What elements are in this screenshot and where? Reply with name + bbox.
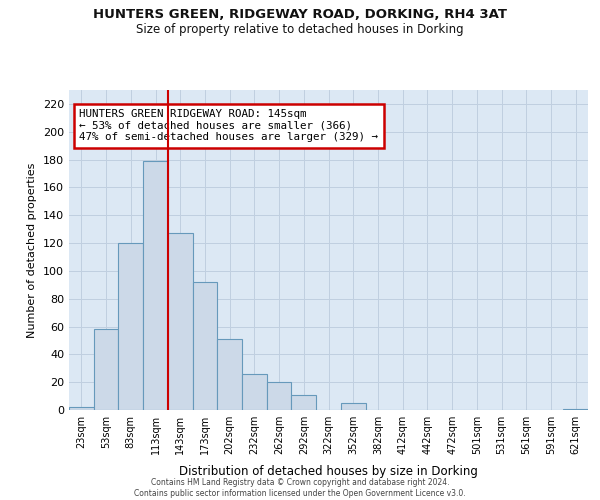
Bar bbox=[217, 339, 242, 410]
X-axis label: Distribution of detached houses by size in Dorking: Distribution of detached houses by size … bbox=[179, 466, 478, 478]
Bar bbox=[94, 330, 118, 410]
Bar bbox=[242, 374, 267, 410]
Bar bbox=[341, 403, 365, 410]
Bar bbox=[118, 243, 143, 410]
Bar bbox=[143, 161, 168, 410]
Bar bbox=[292, 394, 316, 410]
Text: HUNTERS GREEN RIDGEWAY ROAD: 145sqm
← 53% of detached houses are smaller (366)
4: HUNTERS GREEN RIDGEWAY ROAD: 145sqm ← 53… bbox=[79, 109, 379, 142]
Bar bbox=[563, 408, 588, 410]
Bar bbox=[267, 382, 292, 410]
Text: Size of property relative to detached houses in Dorking: Size of property relative to detached ho… bbox=[136, 22, 464, 36]
Text: HUNTERS GREEN, RIDGEWAY ROAD, DORKING, RH4 3AT: HUNTERS GREEN, RIDGEWAY ROAD, DORKING, R… bbox=[93, 8, 507, 20]
Bar bbox=[168, 234, 193, 410]
Y-axis label: Number of detached properties: Number of detached properties bbox=[28, 162, 37, 338]
Text: Contains HM Land Registry data © Crown copyright and database right 2024.
Contai: Contains HM Land Registry data © Crown c… bbox=[134, 478, 466, 498]
Bar bbox=[193, 282, 217, 410]
Bar bbox=[69, 407, 94, 410]
